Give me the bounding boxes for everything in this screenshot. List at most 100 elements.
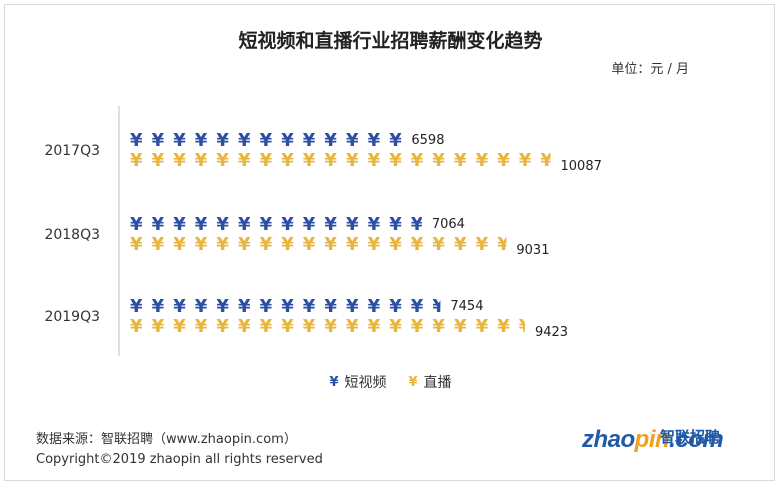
value-symbol: ¥ bbox=[454, 316, 467, 337]
value-symbol: ¥ bbox=[130, 214, 143, 235]
legend-label-short-video: 短视频 bbox=[344, 375, 387, 391]
value-symbol: ¥ bbox=[216, 296, 229, 317]
value-symbol: ¥ bbox=[216, 234, 229, 255]
category-label: 2019Q3 bbox=[44, 309, 100, 325]
legend-item-live: ¥ 直播 bbox=[409, 372, 452, 392]
value-symbol: ¥ bbox=[152, 150, 165, 171]
value-symbol: ¥ bbox=[130, 234, 143, 255]
value-symbol: ¥ bbox=[152, 296, 165, 317]
value-symbol: ¥ bbox=[389, 150, 402, 171]
value-symbol: ¥ bbox=[497, 316, 510, 337]
value-symbol: ¥ bbox=[195, 130, 208, 151]
value-symbol: ¥ bbox=[281, 234, 294, 255]
value-symbol: ¥ bbox=[303, 150, 316, 171]
value-symbol: ¥ bbox=[368, 316, 381, 337]
logo-part3: .com bbox=[669, 426, 724, 453]
value-symbol: ¥ bbox=[216, 214, 229, 235]
value-symbol: ¥ bbox=[346, 214, 359, 235]
value-symbol: ¥ bbox=[389, 234, 402, 255]
chart-frame bbox=[4, 4, 775, 481]
data-label: 9423 bbox=[535, 325, 568, 340]
value-symbol: ¥ bbox=[368, 130, 381, 151]
value-symbol: ¥ bbox=[303, 214, 316, 235]
value-symbol: ¥ bbox=[346, 316, 359, 337]
data-label: 10087 bbox=[561, 159, 602, 174]
value-symbol: ¥ bbox=[281, 150, 294, 171]
value-symbol: ¥ bbox=[195, 214, 208, 235]
value-symbol: ¥ bbox=[281, 130, 294, 151]
category-label: 2018Q3 bbox=[44, 227, 100, 243]
value-symbol: ¥ bbox=[346, 234, 359, 255]
value-symbol: ¥ bbox=[281, 214, 294, 235]
value-symbol: ¥ bbox=[152, 234, 165, 255]
legend: ¥ 短视频 ¥ 直播 bbox=[0, 372, 781, 392]
data-label: 7454 bbox=[450, 299, 483, 314]
value-symbol: ¥ bbox=[281, 296, 294, 317]
chart-title: 短视频和直播行业招聘薪酬变化趋势 bbox=[238, 30, 543, 52]
value-symbol: ¥ bbox=[216, 316, 229, 337]
data-source: 数据来源：智联招聘（www.zhaopin.com） bbox=[36, 432, 297, 447]
value-symbol: ¥ bbox=[216, 150, 229, 171]
value-symbol-partial: ¥ bbox=[389, 130, 402, 151]
data-label: 6598 bbox=[411, 133, 444, 148]
value-symbol: ¥ bbox=[195, 316, 208, 337]
value-symbol: ¥ bbox=[195, 150, 208, 171]
value-symbol: ¥ bbox=[454, 150, 467, 171]
value-symbol: ¥ bbox=[432, 234, 445, 255]
value-symbol: ¥ bbox=[173, 130, 186, 151]
value-symbol: ¥ bbox=[432, 150, 445, 171]
legend-marker-live: ¥ bbox=[408, 374, 418, 390]
copyright: Copyright©2019 zhaopin all rights reserv… bbox=[36, 452, 323, 467]
value-symbol: ¥ bbox=[152, 214, 165, 235]
value-symbol: ¥ bbox=[497, 150, 510, 171]
value-symbol: ¥ bbox=[389, 296, 402, 317]
value-symbol: ¥ bbox=[411, 234, 424, 255]
value-symbol: ¥ bbox=[324, 316, 337, 337]
value-symbol: ¥ bbox=[519, 150, 532, 171]
value-symbol: ¥ bbox=[130, 130, 143, 151]
value-symbol: ¥ bbox=[368, 150, 381, 171]
value-symbol: ¥ bbox=[389, 316, 402, 337]
value-symbol: ¥ bbox=[130, 296, 143, 317]
value-symbol: ¥ bbox=[346, 150, 359, 171]
value-symbol: ¥ bbox=[173, 214, 186, 235]
value-symbol-partial: ¥ bbox=[432, 296, 445, 317]
value-symbol: ¥ bbox=[368, 214, 381, 235]
value-symbol: ¥ bbox=[303, 130, 316, 151]
value-symbol: ¥ bbox=[260, 296, 273, 317]
value-symbol: ¥ bbox=[173, 316, 186, 337]
value-symbol-partial: ¥ bbox=[497, 234, 510, 255]
value-symbol: ¥ bbox=[303, 296, 316, 317]
value-symbol: ¥ bbox=[238, 214, 251, 235]
value-symbol: ¥ bbox=[368, 296, 381, 317]
legend-item-short-video: ¥ 短视频 bbox=[329, 372, 386, 392]
value-symbol: ¥ bbox=[303, 316, 316, 337]
value-symbol: ¥ bbox=[476, 316, 489, 337]
data-label: 9031 bbox=[516, 243, 549, 258]
value-symbol: ¥ bbox=[346, 130, 359, 151]
value-symbol: ¥ bbox=[238, 234, 251, 255]
value-symbol: ¥ bbox=[195, 296, 208, 317]
value-symbol: ¥ bbox=[152, 316, 165, 337]
value-symbol: ¥ bbox=[195, 234, 208, 255]
value-symbol: ¥ bbox=[238, 130, 251, 151]
value-symbol: ¥ bbox=[476, 234, 489, 255]
value-symbol: ¥ bbox=[368, 234, 381, 255]
value-symbol: ¥ bbox=[152, 130, 165, 151]
value-symbol: ¥ bbox=[411, 150, 424, 171]
value-symbol: ¥ bbox=[432, 316, 445, 337]
value-symbol: ¥ bbox=[173, 296, 186, 317]
category-label: 2017Q3 bbox=[44, 143, 100, 159]
value-symbol: ¥ bbox=[238, 316, 251, 337]
value-symbol-partial: ¥ bbox=[411, 214, 424, 235]
value-symbol: ¥ bbox=[324, 296, 337, 317]
data-label: 7064 bbox=[432, 217, 465, 232]
value-symbol: ¥ bbox=[411, 316, 424, 337]
value-symbol: ¥ bbox=[411, 296, 424, 317]
value-symbol: ¥ bbox=[324, 130, 337, 151]
value-symbol: ¥ bbox=[260, 130, 273, 151]
logo-part1: zhao bbox=[582, 426, 635, 453]
value-symbol-partial: ¥ bbox=[540, 150, 553, 171]
value-symbol: ¥ bbox=[324, 214, 337, 235]
